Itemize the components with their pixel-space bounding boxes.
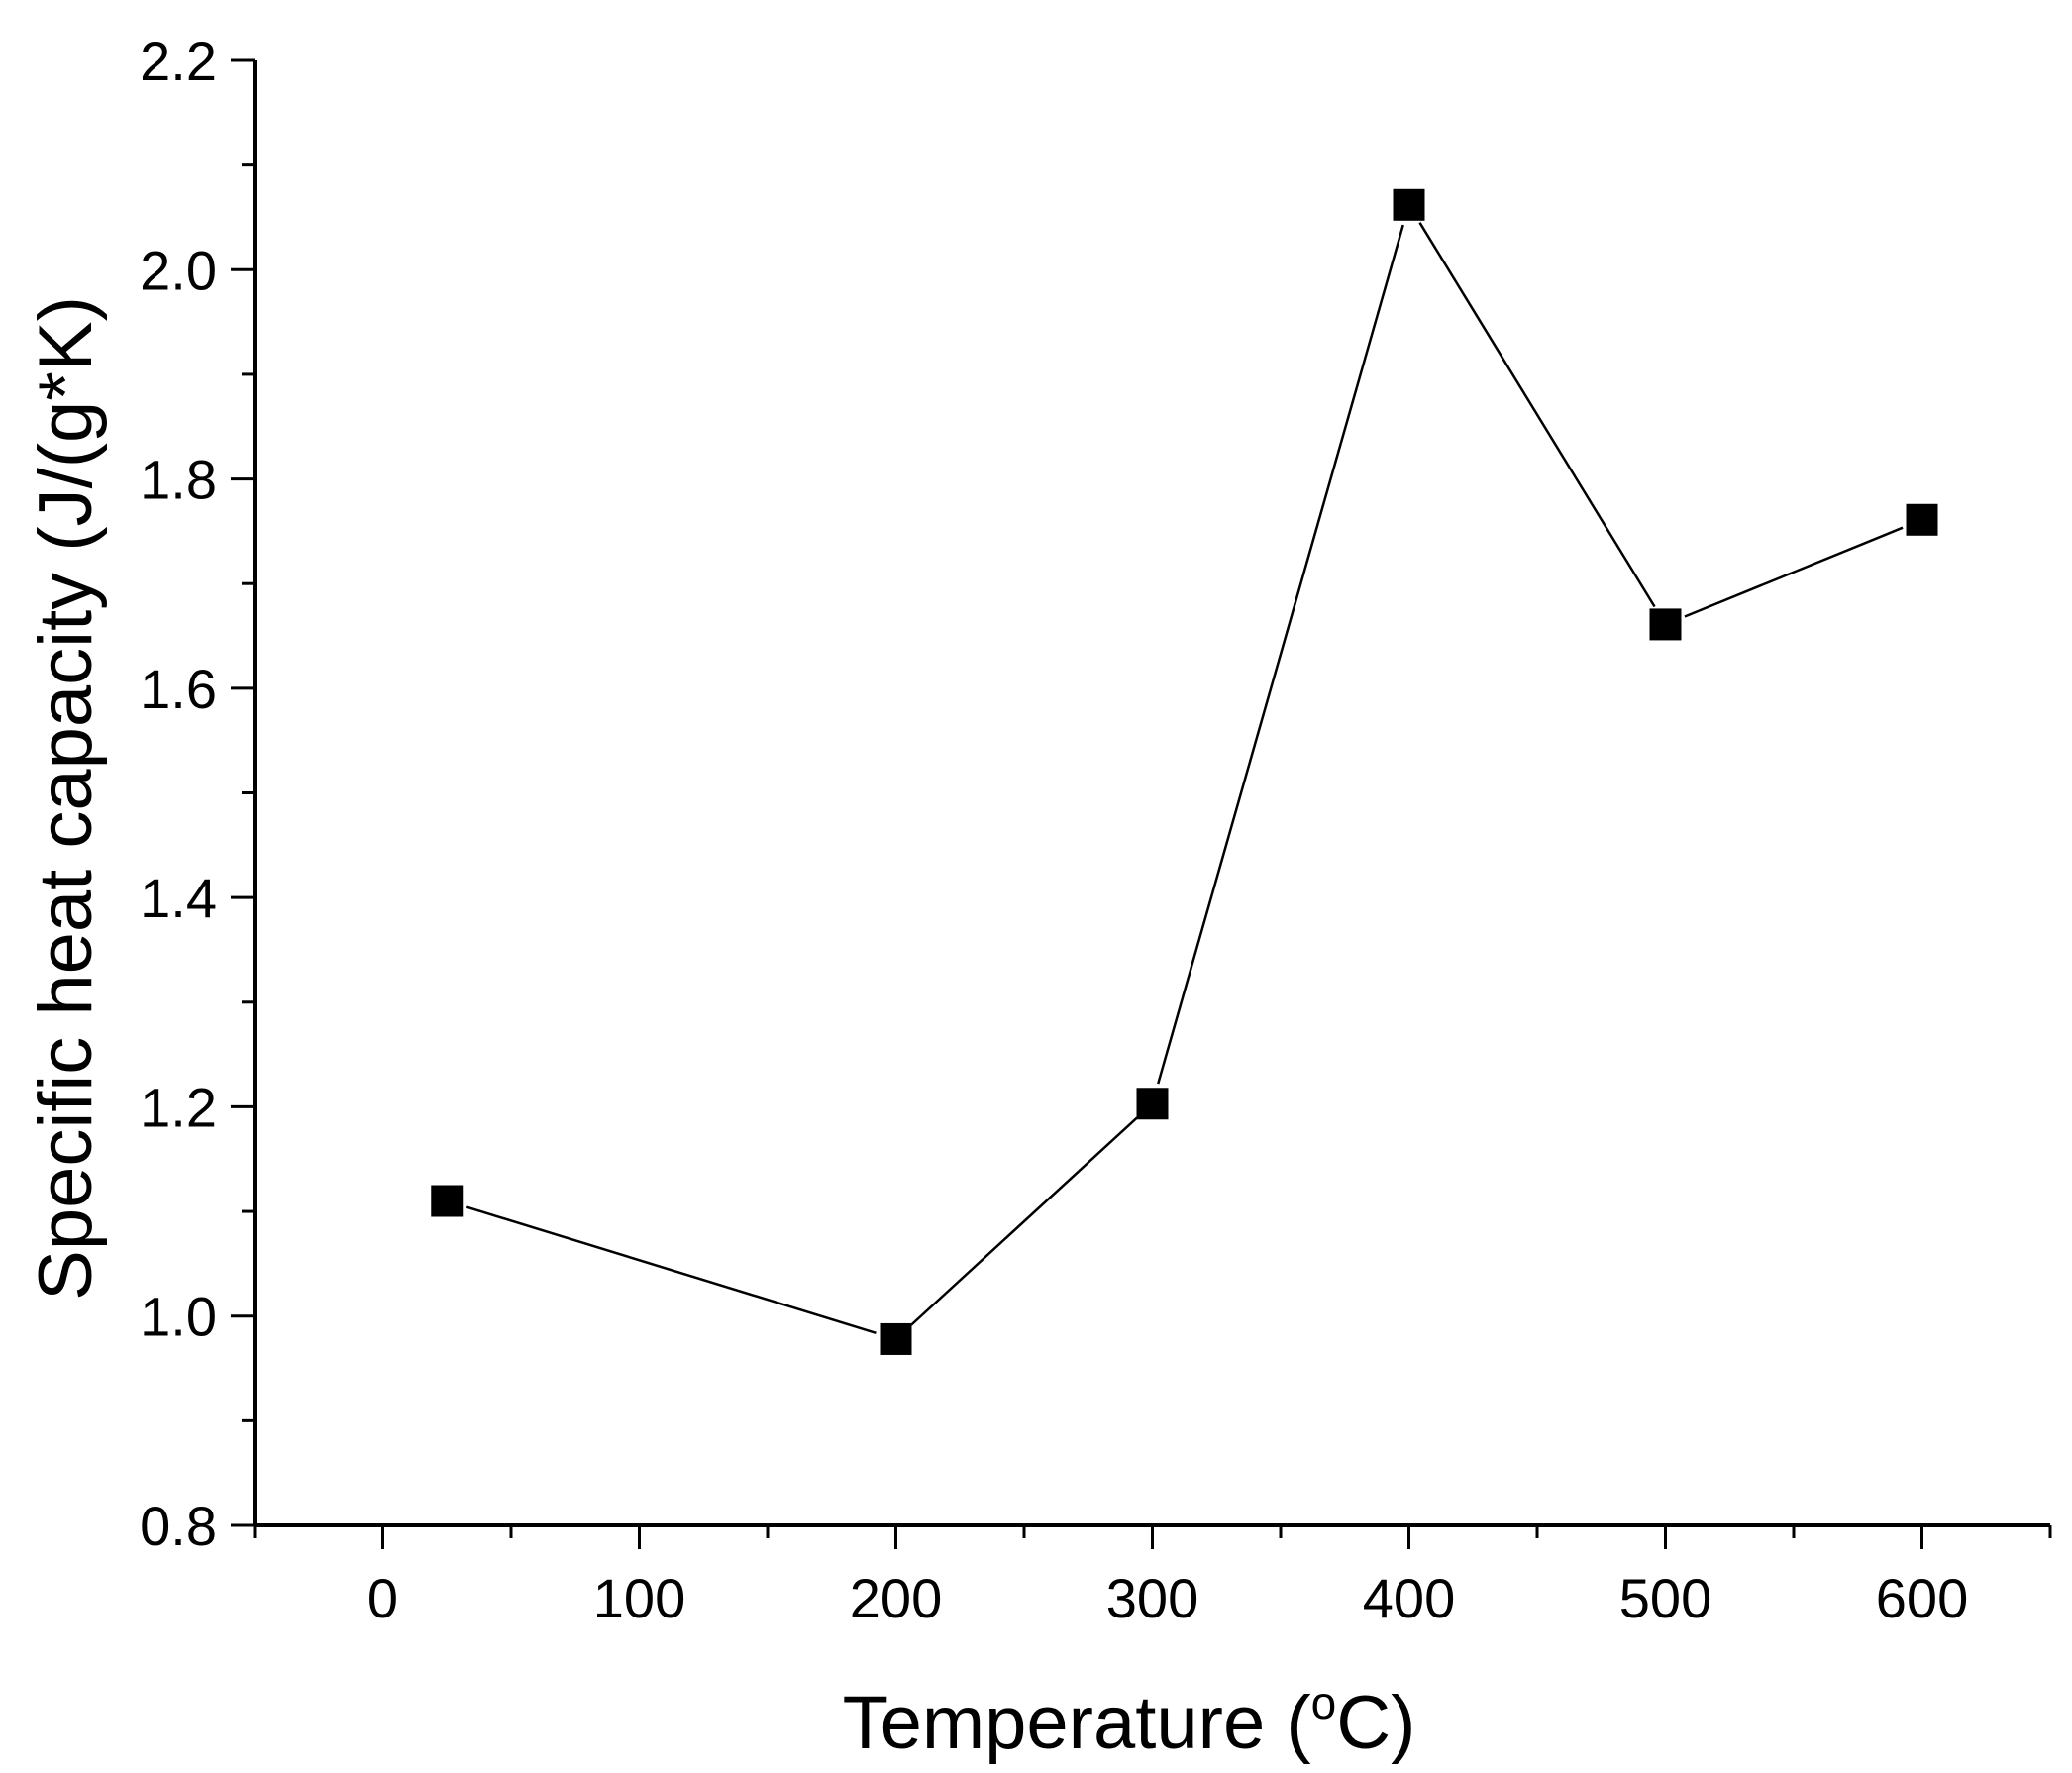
x-tick-label: 300 — [1106, 1567, 1198, 1629]
y-tick-label: 2.2 — [140, 30, 217, 92]
y-axis-title: Specific heat capacity (J/(g*K) — [24, 296, 108, 1301]
tick-labels: 0 100 200 300 400 500 600 0.8 1.0 1.2 1.4 1.6 1.8 2.0… — [140, 30, 1968, 1629]
series-line-segment — [1157, 224, 1404, 1085]
x-tick-label: 400 — [1363, 1567, 1455, 1629]
x-tick-label: 200 — [850, 1567, 942, 1629]
data-point-marker — [1136, 1088, 1169, 1120]
x-axis-title-suffix: C) — [1336, 1681, 1415, 1765]
y-tick-label: 2.0 — [140, 239, 217, 301]
y-tick-label: 1.2 — [140, 1076, 217, 1138]
series-line-segment — [1418, 222, 1656, 608]
data-point-marker — [880, 1322, 912, 1355]
data-point-marker — [431, 1185, 464, 1217]
y-tick-label: 1.8 — [140, 449, 217, 511]
y-tick-label: 1.6 — [140, 658, 217, 720]
data-point-marker — [1393, 188, 1425, 221]
x-tick-label: 600 — [1876, 1567, 1968, 1629]
x-tick-label: 500 — [1619, 1567, 1711, 1629]
x-tick-label: 100 — [593, 1567, 685, 1629]
x-axis-title-prefix: Temperature ( — [843, 1681, 1311, 1765]
axes — [231, 58, 2052, 1549]
x-axis-title: Temperature (oC) — [843, 1677, 1416, 1765]
y-tick-label: 1.0 — [140, 1286, 217, 1348]
data-point-marker — [1906, 503, 1938, 536]
series-line-segment — [466, 1205, 877, 1334]
y-tick-label: 0.8 — [140, 1495, 217, 1557]
y-tick-label: 1.4 — [140, 867, 217, 929]
data-point-marker — [1649, 608, 1682, 641]
x-tick-label: 0 — [367, 1567, 398, 1629]
series-line-segment — [1684, 526, 1904, 618]
series-layer — [431, 188, 1938, 1355]
x-axis-title-superscript: o — [1311, 1677, 1337, 1728]
series-line-segment — [910, 1116, 1138, 1326]
